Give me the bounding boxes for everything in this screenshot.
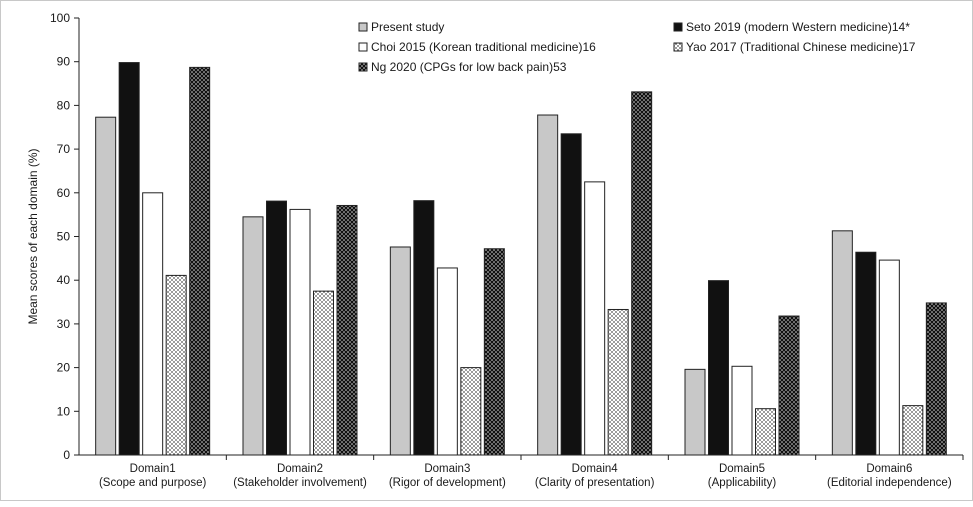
bar	[313, 290, 334, 456]
legend-swatch	[673, 42, 683, 52]
bar	[289, 208, 311, 456]
bar	[607, 308, 629, 456]
bar	[902, 405, 924, 456]
x-tick-label: Domain2	[277, 463, 323, 475]
y-tick-label: 100	[50, 11, 70, 25]
y-axis-label: Mean scores of each domain (%)	[26, 148, 40, 324]
legend-swatch	[358, 62, 368, 72]
legend-label: Choi 2015 (Korean traditional medicine)1…	[371, 40, 596, 54]
bar	[855, 251, 877, 456]
y-tick-label: 50	[57, 230, 71, 244]
bar	[878, 259, 900, 456]
bar	[336, 204, 358, 456]
x-tick-label: Domain6	[866, 463, 912, 475]
y-tick-label: 30	[57, 317, 71, 331]
bar	[560, 133, 582, 456]
bar	[266, 200, 287, 456]
legend-swatch	[358, 42, 368, 52]
x-tick-label: Domain4	[572, 463, 619, 475]
bar	[925, 302, 947, 456]
x-tick-label: Domain3	[424, 463, 470, 475]
x-tick-label: Domain1	[130, 463, 176, 475]
bar	[483, 248, 505, 456]
bar	[584, 181, 606, 456]
bar	[755, 408, 776, 456]
y-tick-label: 90	[57, 55, 71, 69]
bar	[142, 192, 164, 456]
bar	[118, 62, 140, 456]
axes: 0 10 20 30 40 50 60 70 80 90 100 Mean scores of eac…	[26, 11, 964, 489]
bar	[460, 367, 482, 456]
legend-label: Seto 2019 (modern Western medicine)14*	[686, 20, 910, 34]
bars	[95, 62, 947, 456]
legend-label: Ng 2020 (CPGs for low back pain)53	[371, 60, 567, 74]
x-tick-label: (Clarity of presentation)	[535, 477, 655, 489]
bar	[684, 368, 706, 456]
y-tick-label: 20	[57, 361, 71, 375]
x-tick-label: (Editorial independence)	[827, 477, 952, 489]
x-tick-label: (Rigor of development)	[389, 477, 506, 489]
legend-label: Present study	[371, 20, 444, 34]
x-tick-label: Domain5	[719, 463, 765, 475]
bar	[95, 116, 117, 456]
bar	[831, 230, 853, 456]
legend: Present study Seto 2019 (modern Western m…	[358, 20, 916, 74]
bar	[413, 200, 435, 456]
bar	[708, 280, 729, 456]
bar	[631, 91, 653, 456]
legend-swatch	[358, 22, 368, 32]
y-tick-label: 40	[57, 273, 71, 287]
bar	[436, 267, 458, 456]
x-tick-label: (Scope and purpose)	[99, 477, 207, 489]
bar	[778, 315, 800, 456]
bar	[165, 274, 187, 456]
x-tick-label: (Applicability)	[708, 477, 777, 489]
x-tick-label: (Stakeholder involvement)	[233, 477, 367, 489]
y-tick-label: 10	[57, 404, 71, 418]
bar	[537, 114, 559, 456]
bar	[389, 246, 411, 456]
legend-label: Yao 2017 (Traditional Chinese medicine)1…	[686, 40, 916, 54]
y-tick-label: 80	[57, 98, 71, 112]
y-tick-label: 0	[63, 448, 70, 462]
bar	[189, 66, 211, 456]
legend-swatch	[673, 22, 683, 32]
y-tick-label: 70	[57, 142, 71, 156]
bar	[242, 216, 264, 456]
bar	[731, 365, 753, 456]
y-tick-label: 60	[57, 186, 71, 200]
